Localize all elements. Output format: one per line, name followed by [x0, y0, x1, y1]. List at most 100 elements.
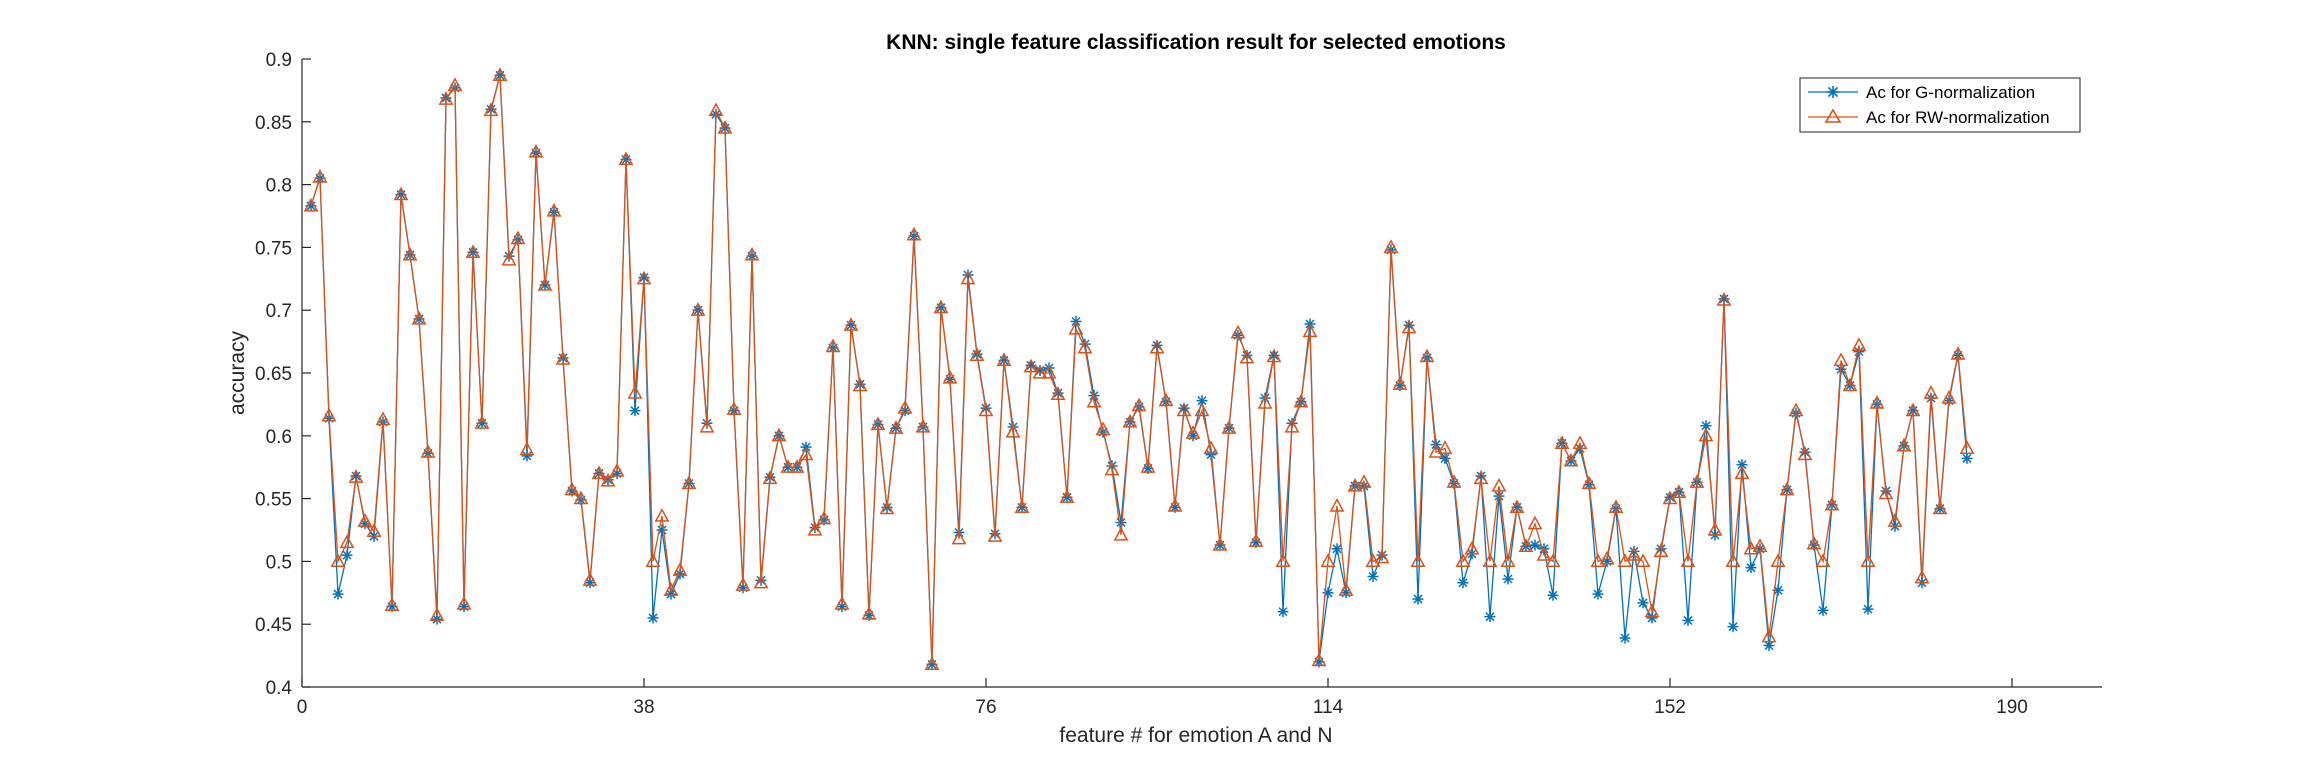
data-point-rw-normalization: [924, 656, 940, 671]
data-point-rw-normalization: [1626, 547, 1642, 561]
data-point-rw-normalization: [1932, 500, 1948, 515]
data-point-rw-normalization: [591, 465, 607, 480]
data-point-rw-normalization: [699, 418, 715, 433]
data-point-rw-normalization: [1410, 553, 1426, 568]
legend-marker-rw: [1824, 108, 1842, 123]
data-point-rw-normalization: [1563, 452, 1579, 467]
data-point-g-normalization: [332, 588, 344, 600]
x-tick-label: 76: [975, 697, 996, 718]
data-point-rw-normalization: [789, 459, 805, 473]
data-point-rw-normalization: [978, 402, 994, 417]
data-point-rw-normalization: [1815, 553, 1831, 568]
data-point-rw-normalization: [1329, 498, 1345, 512]
data-point-rw-normalization: [1401, 319, 1417, 334]
y-tick-label: 0.8: [266, 176, 292, 197]
x-tick-label: 0: [297, 697, 308, 718]
data-point-rw-normalization: [1905, 402, 1921, 417]
data-point-g-normalization: [1619, 632, 1631, 644]
data-point-g-normalization: [1331, 543, 1343, 555]
data-point-rw-normalization: [438, 91, 454, 105]
legend: Ac for G-normalization Ac for RW-normali…: [1799, 77, 2081, 133]
y-tick-label: 0.4: [266, 678, 293, 699]
data-point-rw-normalization: [429, 607, 445, 622]
data-point-rw-normalization: [537, 277, 553, 291]
data-point-rw-normalization: [1914, 569, 1930, 584]
data-point-rw-normalization: [1545, 553, 1561, 568]
data-point-rw-normalization: [1941, 390, 1957, 404]
data-point-rw-normalization: [1572, 435, 1588, 449]
data-point-rw-normalization: [1896, 437, 1912, 452]
y-tick-label: 0.9: [266, 50, 292, 71]
data-point-rw-normalization: [1275, 553, 1291, 568]
data-point-rw-normalization: [825, 338, 841, 353]
data-point-rw-normalization: [960, 270, 976, 285]
data-point-rw-normalization: [501, 251, 517, 266]
data-point-rw-normalization: [1752, 538, 1768, 552]
data-point-g-normalization: [1547, 589, 1559, 601]
data-point-rw-normalization: [1527, 515, 1543, 530]
data-point-rw-normalization: [852, 377, 868, 392]
data-point-rw-normalization: [744, 246, 760, 261]
data-point-rw-normalization: [780, 459, 796, 473]
data-point-rw-normalization: [1437, 440, 1453, 454]
data-point-rw-normalization: [1653, 543, 1669, 557]
data-point-rw-normalization: [1806, 535, 1822, 550]
data-point-rw-normalization: [1356, 474, 1372, 488]
data-point-rw-normalization: [1284, 418, 1300, 433]
data-point-g-normalization: [1646, 612, 1658, 624]
data-point-rw-normalization: [555, 351, 571, 365]
data-point-rw-normalization: [1113, 526, 1129, 541]
data-point-rw-normalization: [708, 102, 724, 117]
data-point-g-normalization: [1961, 452, 1973, 464]
data-point-g-normalization: [341, 549, 353, 561]
data-point-rw-normalization: [627, 385, 643, 399]
data-point-rw-normalization: [1023, 358, 1039, 373]
data-point-rw-normalization: [528, 143, 544, 158]
data-point-rw-normalization: [861, 606, 877, 620]
data-point-rw-normalization: [1743, 540, 1759, 555]
data-point-rw-normalization: [1671, 484, 1687, 498]
data-point-g-normalization: [1592, 588, 1604, 600]
data-point-rw-normalization: [1581, 475, 1597, 490]
data-point-g-normalization: [1502, 573, 1514, 585]
data-point-g-normalization: [1745, 562, 1757, 574]
y-tick-label: 0.75: [255, 238, 292, 259]
data-point-rw-normalization: [1446, 474, 1462, 488]
data-point-rw-normalization: [798, 446, 814, 461]
data-point-rw-normalization: [1122, 413, 1138, 428]
data-point-rw-normalization: [384, 597, 400, 611]
data-point-rw-normalization: [393, 186, 409, 201]
data-point-rw-normalization: [1959, 440, 1975, 454]
data-point-rw-normalization: [1509, 499, 1525, 514]
data-point-rw-normalization: [726, 401, 742, 416]
data-point-rw-normalization: [717, 120, 733, 134]
data-point-rw-normalization: [564, 481, 580, 496]
data-point-rw-normalization: [906, 226, 922, 241]
data-point-g-normalization: [1412, 593, 1424, 605]
data-point-rw-normalization: [1212, 536, 1228, 551]
data-point-rw-normalization: [1185, 425, 1201, 439]
data-point-rw-normalization: [1887, 513, 1903, 527]
data-point-rw-normalization: [1878, 485, 1894, 500]
y-tick-label: 0.65: [255, 364, 292, 385]
data-point-rw-normalization: [375, 411, 391, 426]
data-point-rw-normalization: [1194, 402, 1210, 417]
x-tick-label: 38: [633, 697, 654, 718]
series-layer: [303, 67, 1975, 671]
data-point-rw-normalization: [1392, 376, 1408, 390]
series-rw-normalization: [303, 67, 1975, 671]
data-point-rw-normalization: [996, 352, 1012, 367]
data-point-rw-normalization: [843, 317, 859, 331]
data-point-rw-normalization: [447, 77, 463, 91]
y-tick-label: 0.5: [266, 552, 292, 573]
data-point-rw-normalization: [1779, 481, 1795, 496]
data-point-rw-normalization: [321, 407, 337, 422]
data-point-rw-normalization: [600, 472, 616, 487]
data-point-rw-normalization: [771, 427, 787, 442]
data-point-rw-normalization: [663, 582, 679, 596]
data-point-rw-normalization: [654, 508, 670, 522]
data-point-rw-normalization: [1842, 377, 1858, 392]
data-point-rw-normalization: [474, 415, 490, 429]
data-point-g-normalization: [1727, 621, 1739, 633]
data-point-rw-normalization: [942, 369, 958, 384]
